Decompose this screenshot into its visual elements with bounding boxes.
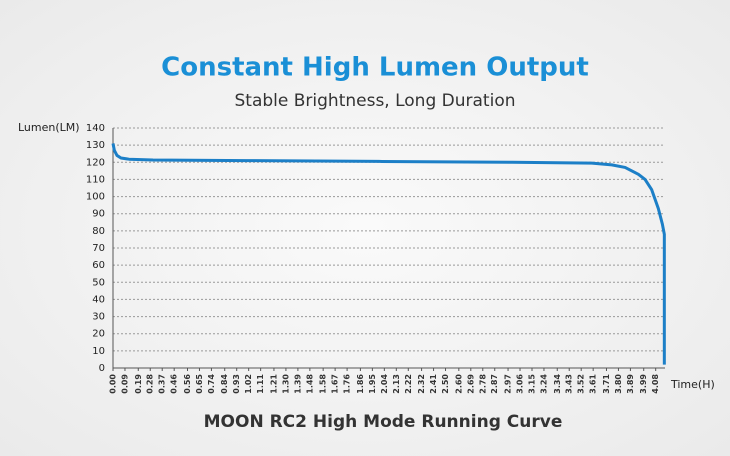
x-tick-label: 0.46 [170,374,179,394]
x-tick-label: 1.48 [305,374,314,394]
y-tick-label: 120 [86,157,105,168]
x-tick-label: 1.76 [343,374,352,394]
x-tick-label: 3.43 [565,374,574,394]
x-tick-label: 0.00 [109,374,118,394]
x-tick-label: 2.78 [478,374,487,394]
x-tick-label: 2.97 [504,374,513,394]
x-tick-label: 3.24 [539,374,548,394]
x-tick-label: 0.93 [232,374,241,394]
x-tick-label: 1.11 [256,374,265,394]
y-tick-label: 10 [92,346,105,357]
x-tick-label: 3.15 [527,374,536,394]
y-tick-label: 20 [92,329,105,340]
y-tick-label: 90 [92,209,105,220]
y-tick-label: 30 [92,312,105,323]
x-tick-label: 1.30 [281,374,290,394]
x-tick-label: 1.58 [319,374,328,394]
y-tick-label: 50 [92,277,105,288]
chart-title: Constant High Lumen Output [161,53,589,83]
x-tick-label: 0.65 [195,374,204,394]
data-line [111,143,666,365]
x-tick-label: 0.56 [183,374,192,394]
x-tick-label: 1.21 [269,374,278,394]
x-tick-label: 2.69 [466,374,475,394]
x-tick-label: 2.32 [417,374,426,394]
y-tick-label: 70 [92,243,105,254]
y-tick-label: 130 [86,140,105,151]
x-tick-label: 0.19 [134,374,143,394]
x-tick-label: 1.67 [331,374,340,394]
y-tick-label: 100 [86,192,105,203]
x-tick-label: 1.86 [356,374,365,394]
x-tick-label: 3.52 [577,374,586,394]
y-tick-label: 0 [99,363,105,374]
x-tick-label: 0.09 [120,374,129,394]
y-tick-label: 110 [86,174,105,185]
x-tick-label: 3.34 [553,374,562,394]
x-tick-label: 2.87 [490,374,499,394]
x-tick-label: 3.71 [602,374,611,394]
x-tick-label: 3.99 [639,374,648,394]
x-axis-label: Time(H) [670,378,715,391]
chart-caption: MOON RC2 High Mode Running Curve [204,412,563,432]
x-tick-label: 4.08 [651,374,660,394]
x-tick-label: 2.13 [392,374,401,394]
x-tick-label: 3.61 [589,374,598,394]
x-tick-label: 3.89 [626,374,635,394]
x-tick-label: 1.95 [368,374,377,394]
x-tick-label: 0.37 [158,374,167,394]
x-tick-label: 0.84 [220,374,229,394]
x-tick-label: 2.50 [441,374,450,394]
y-tick-label: 60 [92,260,105,271]
x-tick-label: 2.04 [380,374,389,394]
y-axis-label: Lumen(LM) [18,121,80,134]
x-tick-label: 1.02 [244,374,253,394]
x-tick-label: 1.39 [293,374,302,394]
chart-subtitle: Stable Brightness, Long Duration [235,91,516,111]
x-tick-label: 0.74 [207,374,216,394]
x-tick-label: 2.41 [429,374,438,394]
y-tick-label: 40 [92,294,105,305]
x-tick-label: 3.80 [614,374,623,394]
x-tick-label: 0.28 [146,374,155,394]
x-tick-label: 3.06 [516,374,525,394]
y-tick-label: 80 [92,226,105,237]
x-tick-label: 2.60 [454,374,463,394]
x-tick-label: 2.22 [404,374,413,394]
y-tick-label: 140 [86,123,105,134]
